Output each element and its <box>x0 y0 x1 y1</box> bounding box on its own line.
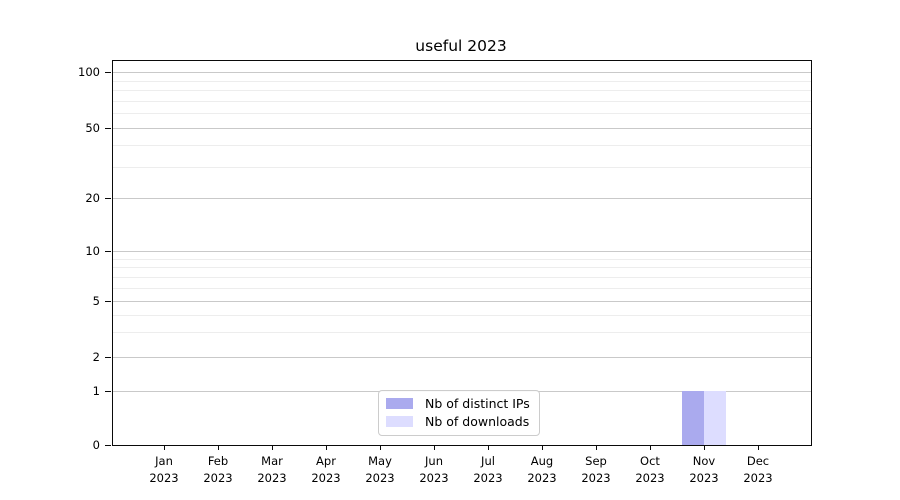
minor-gridline <box>113 276 811 278</box>
x-tick-mark <box>271 445 273 450</box>
legend-swatch <box>386 416 413 427</box>
x-tick-label: Jun 2023 <box>419 454 449 485</box>
y-tick-mark <box>105 197 111 199</box>
x-tick-label: Sep 2023 <box>581 454 611 485</box>
y-tick-mark <box>105 250 111 252</box>
minor-gridline <box>113 258 811 260</box>
plot-area: 0 1 2 5 10 20 50 100 Jan 2023 Feb 2023 Mar 2023 Apr… <box>78 60 812 485</box>
legend-swatch <box>386 398 413 409</box>
major-gridline <box>113 357 811 358</box>
y-tick-label: 100 <box>78 65 100 79</box>
minor-gridline <box>113 332 811 334</box>
x-tick-mark <box>541 445 543 450</box>
x-tick-label: May 2023 <box>365 454 395 485</box>
x-tick-mark <box>757 445 759 450</box>
y-tick-mark <box>105 444 111 446</box>
legend-item: Nb of downloads <box>386 414 530 429</box>
y-tick-mark <box>105 390 111 392</box>
x-tick-mark <box>487 445 489 450</box>
y-tick-label: 50 <box>85 121 100 135</box>
x-tick-label: Dec 2023 <box>743 454 773 485</box>
minor-gridline <box>113 167 811 169</box>
minor-gridline <box>113 113 811 115</box>
x-tick-mark <box>325 445 327 450</box>
minor-gridline <box>113 314 811 316</box>
minor-gridline <box>113 267 811 269</box>
y-tick-mark <box>105 71 111 73</box>
x-tick-label: Jul 2023 <box>473 454 503 485</box>
x-tick-label: Aug 2023 <box>527 454 557 485</box>
y-tick-label: 20 <box>85 191 100 205</box>
x-tick-label: Mar 2023 <box>257 454 287 485</box>
x-tick-mark <box>379 445 381 450</box>
x-tick-mark <box>595 445 597 450</box>
major-gridline <box>113 301 811 302</box>
bar <box>682 391 704 445</box>
minor-gridline <box>113 80 811 82</box>
major-gridline <box>113 198 811 199</box>
chart-title: useful 2023 <box>415 37 507 55</box>
legend-item: Nb of distinct IPs <box>386 396 530 411</box>
y-tick-label: 2 <box>92 350 100 364</box>
y-tick-label: 1 <box>92 384 100 398</box>
legend-label: Nb of downloads <box>425 414 530 429</box>
minor-gridline <box>113 287 811 289</box>
y-tick-mark <box>105 127 111 129</box>
y-tick-mark <box>105 356 111 358</box>
x-tick-label: Apr 2023 <box>311 454 341 485</box>
x-tick-label: Nov 2023 <box>689 454 719 485</box>
legend-label: Nb of distinct IPs <box>425 396 530 411</box>
y-tick-label: 10 <box>85 244 100 258</box>
x-tick-label: Jan 2023 <box>149 454 179 485</box>
x-tick-mark <box>163 445 165 450</box>
minor-gridline <box>113 90 811 92</box>
minor-gridline <box>113 100 811 102</box>
y-tick-label: 0 <box>92 438 100 452</box>
y-tick-mark <box>105 300 111 302</box>
major-gridline <box>113 128 811 129</box>
x-tick-label: Feb 2023 <box>203 454 233 485</box>
bar <box>704 391 726 445</box>
x-tick-mark <box>703 445 705 450</box>
x-tick-mark <box>433 445 435 450</box>
x-tick-mark <box>217 445 219 450</box>
major-gridline <box>113 251 811 252</box>
major-gridline <box>113 72 811 73</box>
minor-gridline <box>113 145 811 147</box>
y-tick-label: 5 <box>92 294 100 308</box>
x-tick-label: Oct 2023 <box>635 454 665 485</box>
legend: Nb of distinct IPs Nb of downloads <box>378 390 540 436</box>
x-tick-mark <box>649 445 651 450</box>
